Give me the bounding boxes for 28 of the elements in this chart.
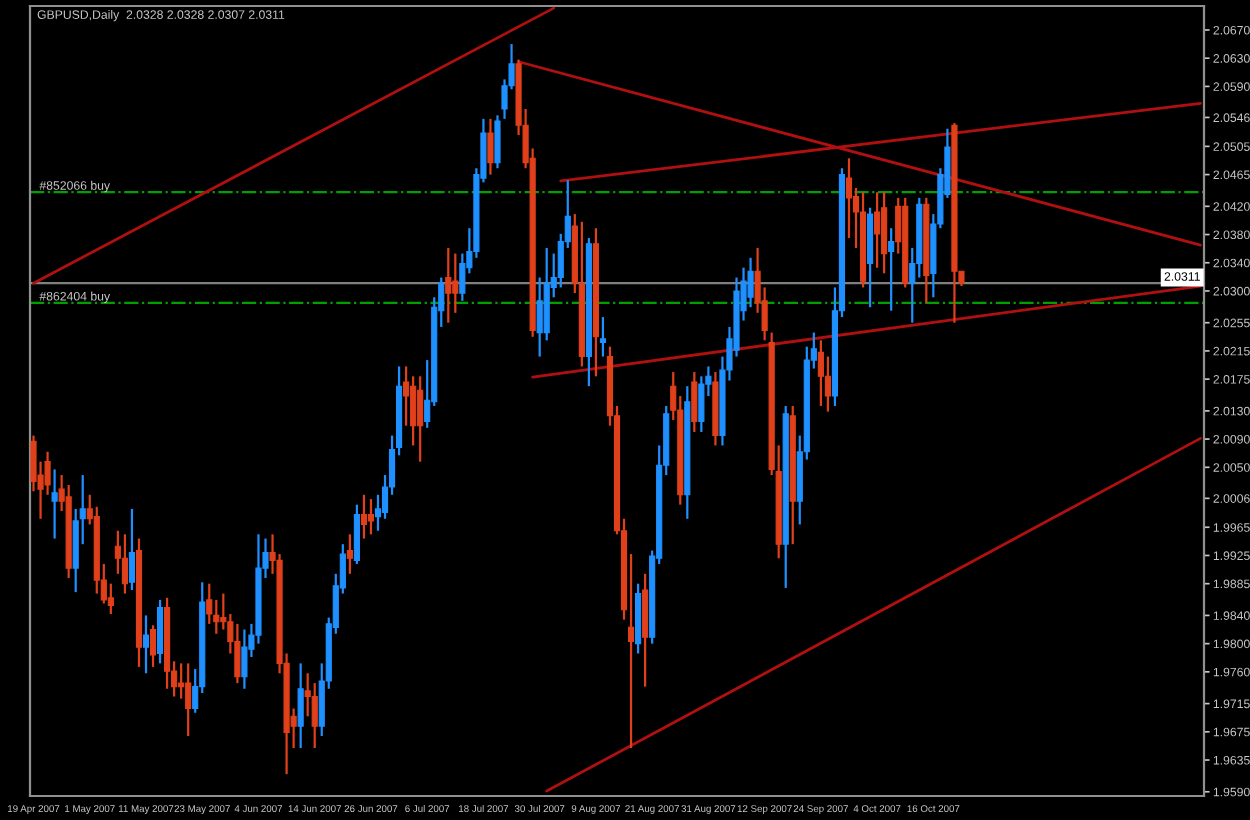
- candlestick: [536, 276, 543, 358]
- candlestick: [642, 572, 649, 688]
- candlestick: [128, 507, 136, 592]
- candlestick: [452, 252, 459, 314]
- candlestick: [360, 493, 368, 540]
- candlestick: [156, 598, 164, 665]
- candlestick: [297, 662, 304, 750]
- candlestick: [121, 533, 128, 595]
- candlestick: [353, 503, 360, 566]
- candlestick: [487, 117, 494, 176]
- candlestick: [881, 191, 888, 275]
- candlestick: [445, 246, 452, 324]
- candlestick: [149, 624, 157, 669]
- candlestick: [241, 628, 248, 690]
- candlestick: [142, 614, 150, 675]
- candlestick: [817, 339, 824, 408]
- candlestick: [346, 533, 353, 575]
- candlestick: [494, 114, 501, 170]
- candlestick: [874, 191, 881, 269]
- candlestick: [234, 622, 241, 685]
- candlestick: [51, 468, 58, 540]
- candlestick: [185, 662, 192, 738]
- candlestick: [367, 497, 375, 536]
- candlestick: [599, 315, 607, 358]
- candlestick: [417, 375, 424, 463]
- candlestick: [888, 227, 895, 312]
- candlestick: [691, 370, 698, 434]
- candlestick: [845, 157, 853, 240]
